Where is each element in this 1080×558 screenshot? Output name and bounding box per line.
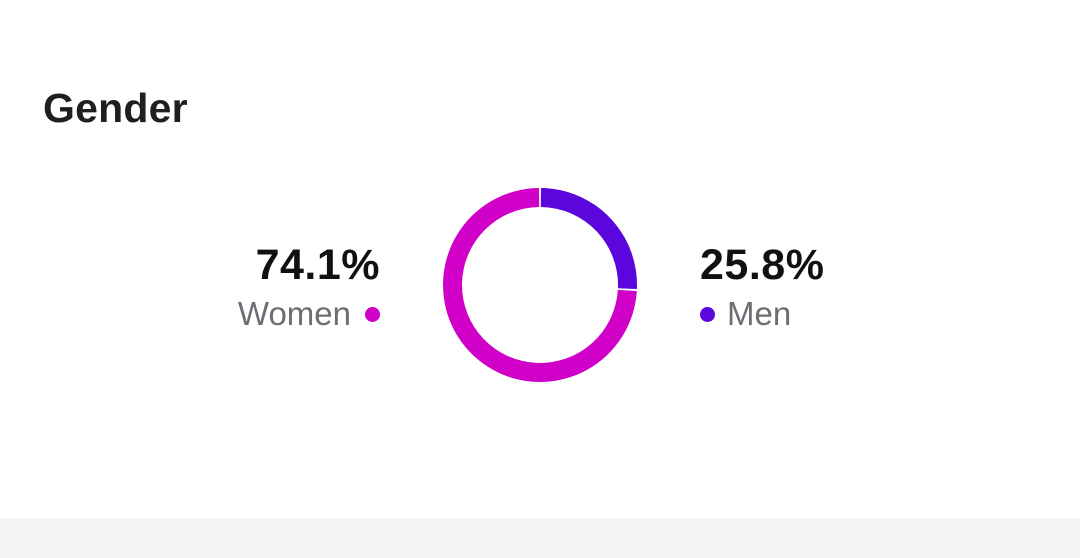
- men-stat: 25.8% Men: [700, 240, 824, 334]
- women-percent-label: 74.1%: [255, 241, 380, 289]
- men-donut-slice: [540, 188, 637, 290]
- men-legend-dot: [700, 306, 715, 322]
- men-legend: Men: [700, 294, 824, 334]
- gender-donut-chart: [443, 188, 637, 382]
- women-legend-label: Women: [237, 295, 351, 332]
- women-legend-dot: [365, 306, 380, 322]
- gender-card: Gender 74.1% Women 25.8% Men: [43, 85, 824, 382]
- women-stat: 74.1% Women: [238, 240, 380, 334]
- card-title: Gender: [43, 85, 188, 131]
- bottom-divider-strip: [0, 518, 1080, 558]
- women-legend: Women: [238, 294, 380, 334]
- men-legend-label: Men: [727, 295, 792, 332]
- men-percent-label: 25.8%: [700, 241, 825, 289]
